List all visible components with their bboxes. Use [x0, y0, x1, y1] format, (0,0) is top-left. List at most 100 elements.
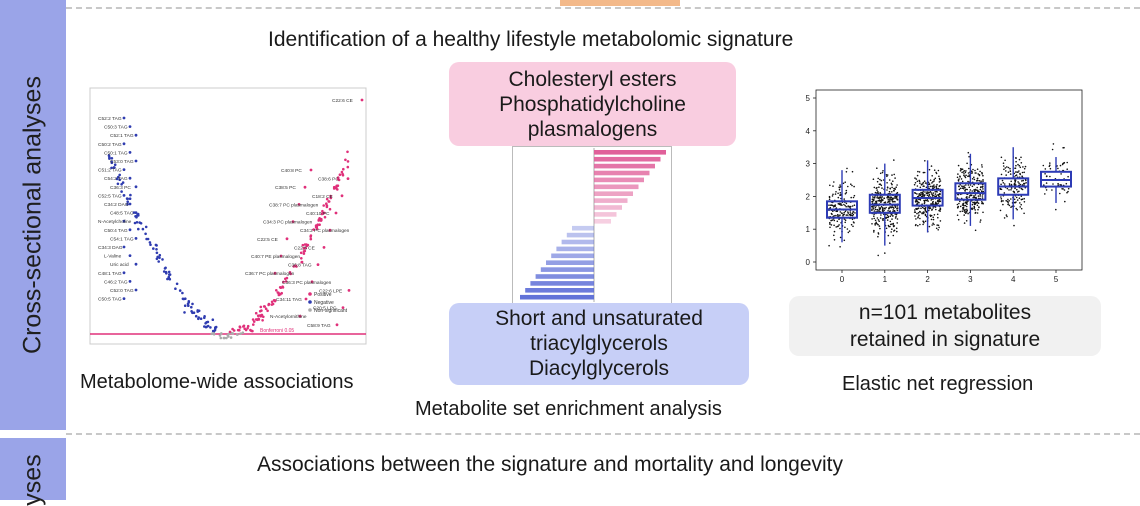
box-plot-point [917, 224, 919, 227]
box-plot-point [924, 191, 926, 193]
box-plot-point [880, 197, 882, 199]
box-plot-point [933, 180, 935, 182]
box-plot-point [1021, 198, 1024, 200]
box-plot-point [1016, 199, 1019, 201]
box-iqr [954, 182, 987, 201]
box-plot-point [891, 228, 893, 230]
volcano-point-label: C53:0 TAG [110, 159, 134, 165]
box-plot-point [1014, 182, 1016, 185]
box-plot-point [928, 225, 931, 228]
volcano-point [209, 326, 212, 329]
box-plot-point [963, 204, 965, 207]
box-plot-point [1023, 212, 1025, 215]
volcano-point-label: C18:2 CE [312, 194, 333, 200]
box-plot-point [982, 188, 984, 190]
box-plot-point [922, 192, 924, 194]
volcano-point [162, 270, 166, 273]
volcano-point [126, 203, 129, 206]
box-plot-point [1045, 189, 1048, 191]
volcano-point [261, 319, 264, 322]
box-plot-point [974, 169, 976, 172]
volcano-point [118, 178, 121, 181]
box-plot-point [835, 214, 837, 217]
box-plot-point [847, 205, 849, 208]
volcano-point [346, 165, 350, 169]
volcano-point [295, 265, 298, 268]
volcano-point [191, 302, 194, 306]
box-plot-point [879, 183, 882, 185]
volcano-point [277, 293, 281, 296]
enrichment-bar [566, 232, 594, 238]
volcano-point [256, 318, 259, 322]
box-plot-point [1010, 187, 1013, 189]
box-plot-point [1008, 189, 1010, 191]
box-plot-point [981, 195, 984, 197]
box-plot-point [896, 209, 899, 212]
box-plot-point [1002, 203, 1004, 206]
box-plot-point [929, 191, 931, 193]
box-plot-point [1006, 200, 1009, 203]
box-plot-point [923, 195, 925, 197]
volcano-point [222, 336, 226, 340]
volcano-point [321, 212, 324, 215]
box-plot-point [971, 172, 973, 174]
box-plot-point [1019, 206, 1021, 208]
volcano-point [211, 318, 215, 321]
box-plot-point [938, 177, 941, 180]
box-plot-point [1009, 173, 1012, 175]
box-plot-x-ticks: 0 1 2 3 4 5 [840, 270, 1059, 284]
box-plot-point [1020, 195, 1023, 197]
box-plot-point [978, 206, 980, 208]
box-plot-point [939, 220, 942, 222]
volcano-point [120, 190, 123, 193]
box-plot-point [936, 183, 938, 186]
box-plot-point [937, 169, 940, 172]
enriched-positive-box: Cholesteryl esters Phosphatidylcholine p… [449, 62, 736, 146]
box-plot-point [918, 193, 920, 195]
box-plot-y-ticks: 0 1 2 3 4 5 [806, 94, 816, 267]
box-plot-point [1022, 179, 1024, 182]
y-tick-label: 2 [806, 192, 811, 201]
box-plot-point [1025, 182, 1027, 184]
box-plot-point [892, 234, 895, 237]
volcano-point [165, 272, 168, 275]
volcano-point-label: C38:6 PC [318, 177, 339, 183]
box-plot-point [956, 197, 959, 199]
box-plot-point [1049, 175, 1051, 178]
box-plot-point [871, 200, 874, 203]
box-plot-point [878, 196, 881, 198]
volcano-point-label: C52:1 TAG [110, 133, 134, 139]
volcano-point [337, 178, 341, 182]
box-plot-point [877, 210, 880, 212]
box-plot-point [1005, 199, 1007, 202]
box-plot-point [965, 196, 968, 199]
volcano-labelled-point [122, 219, 126, 223]
volcano-point [183, 304, 187, 307]
box-plot-point [919, 182, 921, 184]
box-plot-point [964, 190, 966, 192]
volcano-point [329, 196, 333, 200]
box-plot-point [882, 179, 885, 181]
box-plot-point [967, 212, 969, 215]
volcano-labelled-point [340, 194, 344, 198]
box-plot-point [968, 186, 971, 189]
box-plot-point [851, 205, 854, 207]
volcano-points [107, 150, 350, 340]
box-plot-point [888, 190, 891, 193]
box-plot-point [914, 192, 917, 194]
box-plot-point [917, 170, 919, 173]
box-plot-point [925, 211, 928, 213]
box-plot-point [1059, 164, 1062, 167]
box-plot-point [1007, 166, 1010, 169]
volcano-point-label: C50:5 TAG [98, 297, 122, 303]
volcano-point [135, 221, 139, 224]
box-plot-point [883, 197, 886, 200]
volcano-point [232, 329, 236, 332]
box-plot-point [889, 197, 891, 199]
box-plot-point [877, 233, 880, 235]
box-plot-point [893, 173, 895, 176]
box-plot-point [880, 214, 882, 216]
box-plot-point [919, 211, 922, 213]
box-plot-point [965, 205, 968, 208]
volcano-point [115, 177, 119, 181]
